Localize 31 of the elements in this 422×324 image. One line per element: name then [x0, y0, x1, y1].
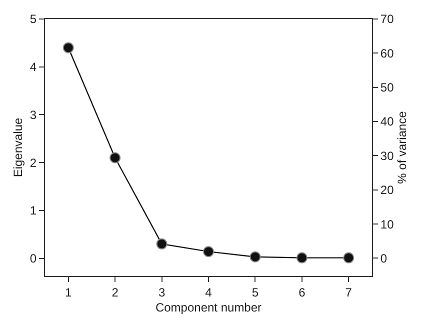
x-tick-label: 7: [345, 285, 352, 300]
x-tick-label: 3: [158, 285, 166, 300]
y2-tick-label: 30: [380, 148, 394, 163]
point: [110, 152, 121, 164]
y2-axis-title: % of variance: [394, 110, 409, 184]
x-tick-label: 1: [65, 285, 72, 300]
y2-tick-label: 60: [380, 46, 394, 60]
x-axis-title: Component number: [155, 300, 262, 314]
y-tick-label: 5: [30, 12, 37, 26]
point: [156, 238, 168, 250]
y2-tick-label: 20: [380, 183, 394, 198]
y-axis-title: Eigenvalue: [11, 117, 26, 178]
x-tick-label: 4: [205, 285, 212, 300]
y2-tick-label: 50: [380, 80, 394, 95]
y-tick-label: 3: [30, 108, 37, 122]
point: [296, 252, 308, 264]
y2-tick-label: 10: [380, 217, 394, 232]
y-tick-label: 0: [30, 251, 37, 266]
x-tick-label: 2: [112, 285, 119, 300]
y2-tick-label: 40: [380, 114, 394, 129]
y-tick-label: 4: [30, 60, 37, 74]
y-tick-label: 1: [30, 204, 37, 218]
point: [62, 42, 74, 54]
x-tick-label: 6: [298, 285, 306, 300]
x-tick-label: 5: [252, 285, 259, 300]
y2-tick-label: 0: [380, 251, 388, 266]
y2-tick-label: 70: [380, 12, 394, 26]
point: [203, 246, 214, 258]
y-tick-label: 2: [30, 156, 37, 170]
point: [343, 252, 354, 264]
point: [250, 251, 261, 262]
